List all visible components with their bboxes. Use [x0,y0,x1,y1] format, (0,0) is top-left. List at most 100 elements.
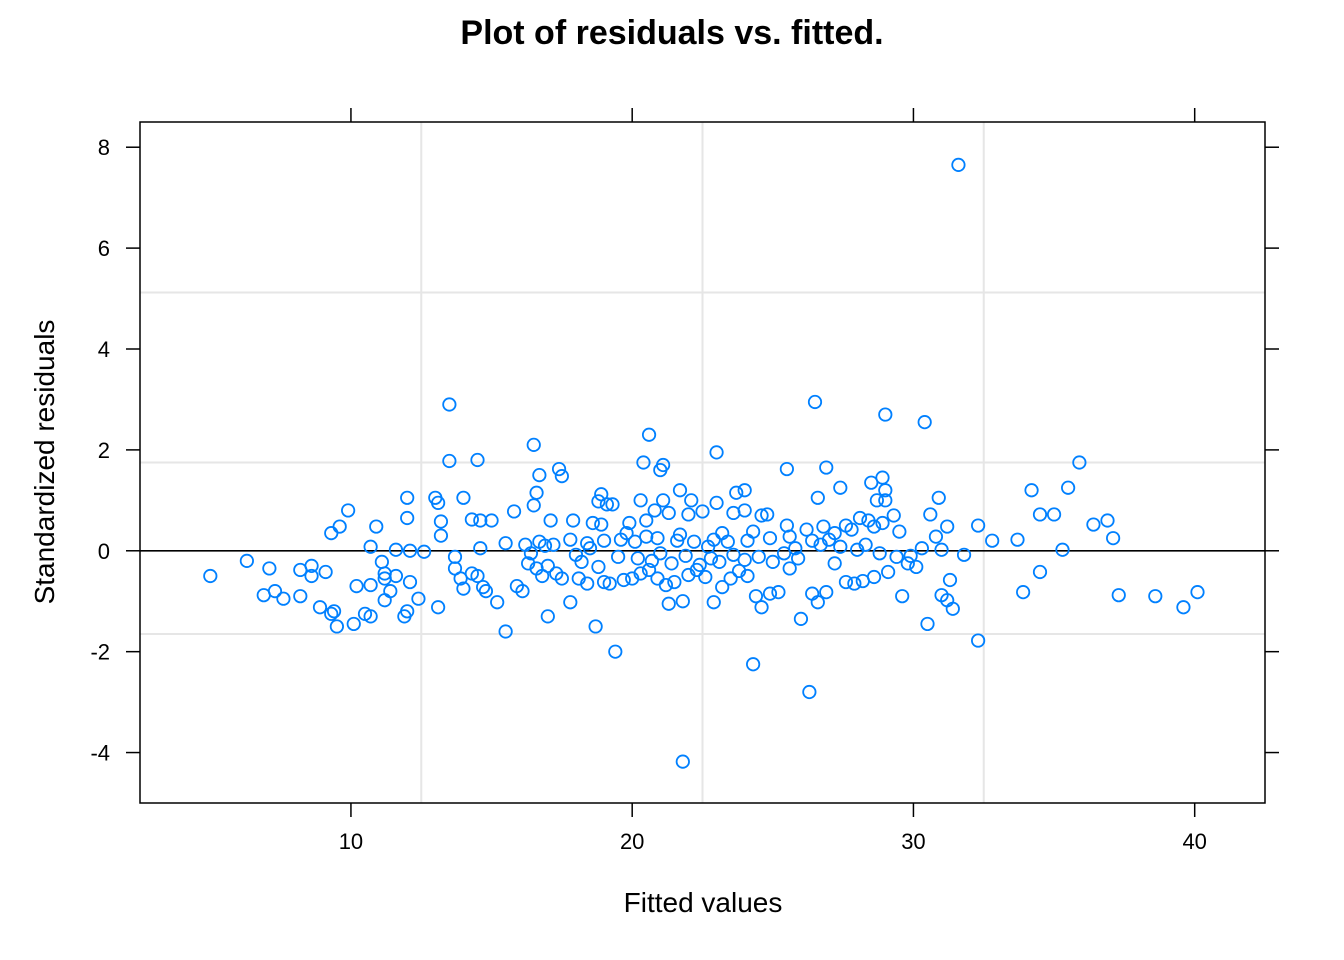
data-point [1106,531,1121,546]
data-point [706,595,721,610]
data-point [641,427,657,442]
data-point [881,564,896,580]
data-point [667,574,682,590]
x-tick-label: 20 [620,829,644,854]
data-point [923,507,938,522]
data-point [782,529,797,544]
y-tick-label: 8 [98,135,110,160]
data-point [203,568,218,584]
data-point [909,559,924,575]
data-point [692,557,707,573]
data-point [715,579,730,595]
data-point [622,515,637,531]
data-point [650,571,665,586]
data-point [476,579,491,595]
data-point [596,574,612,590]
data-point [900,556,915,571]
data-point [914,541,929,556]
data-point [563,595,578,610]
data-point [951,157,966,172]
data-point [546,537,561,552]
data-point [1148,589,1163,604]
data-point [594,517,609,532]
data-point [675,594,690,609]
data-point [672,527,688,542]
data-point [304,568,319,584]
data-point [636,455,651,470]
data-point [346,616,361,632]
x-tick-label: 30 [901,829,925,854]
data-point [633,566,648,581]
data-point [886,508,901,523]
data-point [529,485,544,500]
data-point [844,522,859,537]
data-point [878,493,893,508]
data-point [498,624,513,639]
data-point [537,538,553,553]
data-point [1032,564,1048,580]
data-point [523,546,539,561]
data-point [324,526,339,541]
data-point [619,526,634,541]
data-point [639,513,654,528]
data-point [698,569,713,585]
data-point [633,493,648,508]
data-point [641,562,657,578]
data-point [746,524,761,539]
data-point [760,507,775,522]
data-point [653,546,668,561]
data-point [661,505,676,521]
data-point [470,568,485,584]
data-point [779,461,794,477]
data-point [1046,507,1062,522]
data-point [442,453,457,469]
data-point [1016,585,1031,600]
data-point [478,584,494,599]
data-point [709,445,724,460]
data-point [942,572,958,588]
data-point [442,397,457,412]
data-point [400,490,415,505]
data-point [554,469,569,484]
data-point [985,533,1000,548]
data-point [1190,585,1205,600]
data-point [374,554,389,569]
data-point [782,561,797,576]
data-point [411,591,426,606]
data-point [847,576,862,591]
data-point [377,593,392,608]
data-point [895,589,910,604]
data-point [543,513,558,528]
data-point [582,541,598,556]
data-point [740,533,755,548]
data-point [928,529,944,544]
data-point [661,596,676,611]
data-point [748,589,764,604]
data-point [762,586,778,601]
data-point [644,553,659,568]
data-point [650,531,665,546]
data-point [872,546,887,561]
data-point [816,519,831,534]
chart-title: Plot of residuals vs. fitted. [460,14,883,52]
data-point [892,524,907,539]
data-point [678,548,693,563]
data-point [866,569,882,585]
data-point [838,574,854,590]
data-point [771,585,786,600]
plot-frame [139,121,1266,804]
data-point [431,600,446,615]
data-point [630,551,645,566]
data-point [878,407,893,422]
data-point [304,558,319,574]
data-point [762,531,778,546]
data-point [506,504,522,519]
y-tick-label: 0 [98,539,110,564]
data-point [940,519,955,534]
data-point [1024,483,1039,498]
data-point [920,616,935,632]
data-point [363,539,378,554]
data-point [433,514,449,529]
data-point [737,483,752,498]
